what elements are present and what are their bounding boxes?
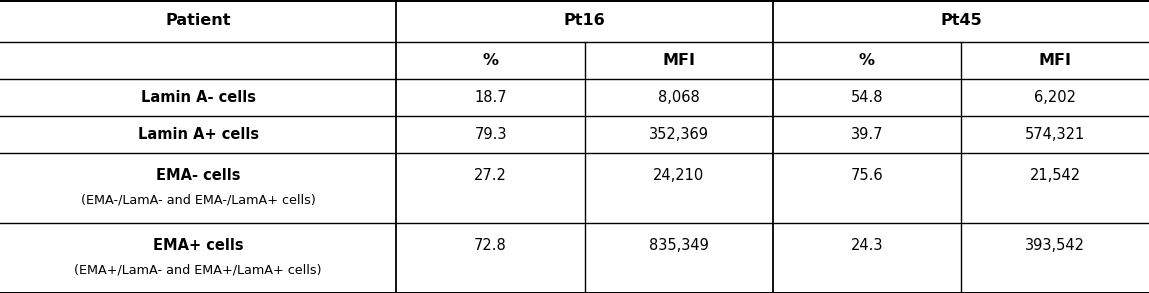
Text: Patient: Patient: [165, 13, 231, 28]
Text: EMA- cells: EMA- cells: [156, 168, 240, 183]
Text: 393,542: 393,542: [1025, 238, 1085, 253]
Text: EMA+ cells: EMA+ cells: [153, 238, 244, 253]
Text: %: %: [483, 53, 499, 68]
Text: 21,542: 21,542: [1030, 168, 1081, 183]
Text: Pt16: Pt16: [564, 13, 606, 28]
Text: 6,202: 6,202: [1034, 90, 1077, 105]
Text: 8,068: 8,068: [658, 90, 700, 105]
Text: 54.8: 54.8: [850, 90, 884, 105]
Text: Lamin A- cells: Lamin A- cells: [140, 90, 256, 105]
Text: MFI: MFI: [662, 53, 695, 68]
Text: 352,369: 352,369: [649, 127, 709, 142]
Text: 27.2: 27.2: [475, 168, 507, 183]
Text: Pt45: Pt45: [940, 13, 981, 28]
Text: 24,210: 24,210: [653, 168, 704, 183]
Text: (EMA-/LamA- and EMA-/LamA+ cells): (EMA-/LamA- and EMA-/LamA+ cells): [80, 193, 316, 206]
Text: 72.8: 72.8: [475, 238, 507, 253]
Text: 835,349: 835,349: [649, 238, 709, 253]
Text: (EMA+/LamA- and EMA+/LamA+ cells): (EMA+/LamA- and EMA+/LamA+ cells): [75, 263, 322, 276]
Text: MFI: MFI: [1039, 53, 1072, 68]
Text: %: %: [859, 53, 874, 68]
Text: 18.7: 18.7: [475, 90, 507, 105]
Text: 39.7: 39.7: [850, 127, 884, 142]
Text: 75.6: 75.6: [850, 168, 884, 183]
Text: Lamin A+ cells: Lamin A+ cells: [138, 127, 259, 142]
Text: 574,321: 574,321: [1025, 127, 1086, 142]
Text: 79.3: 79.3: [475, 127, 507, 142]
Text: 24.3: 24.3: [850, 238, 884, 253]
